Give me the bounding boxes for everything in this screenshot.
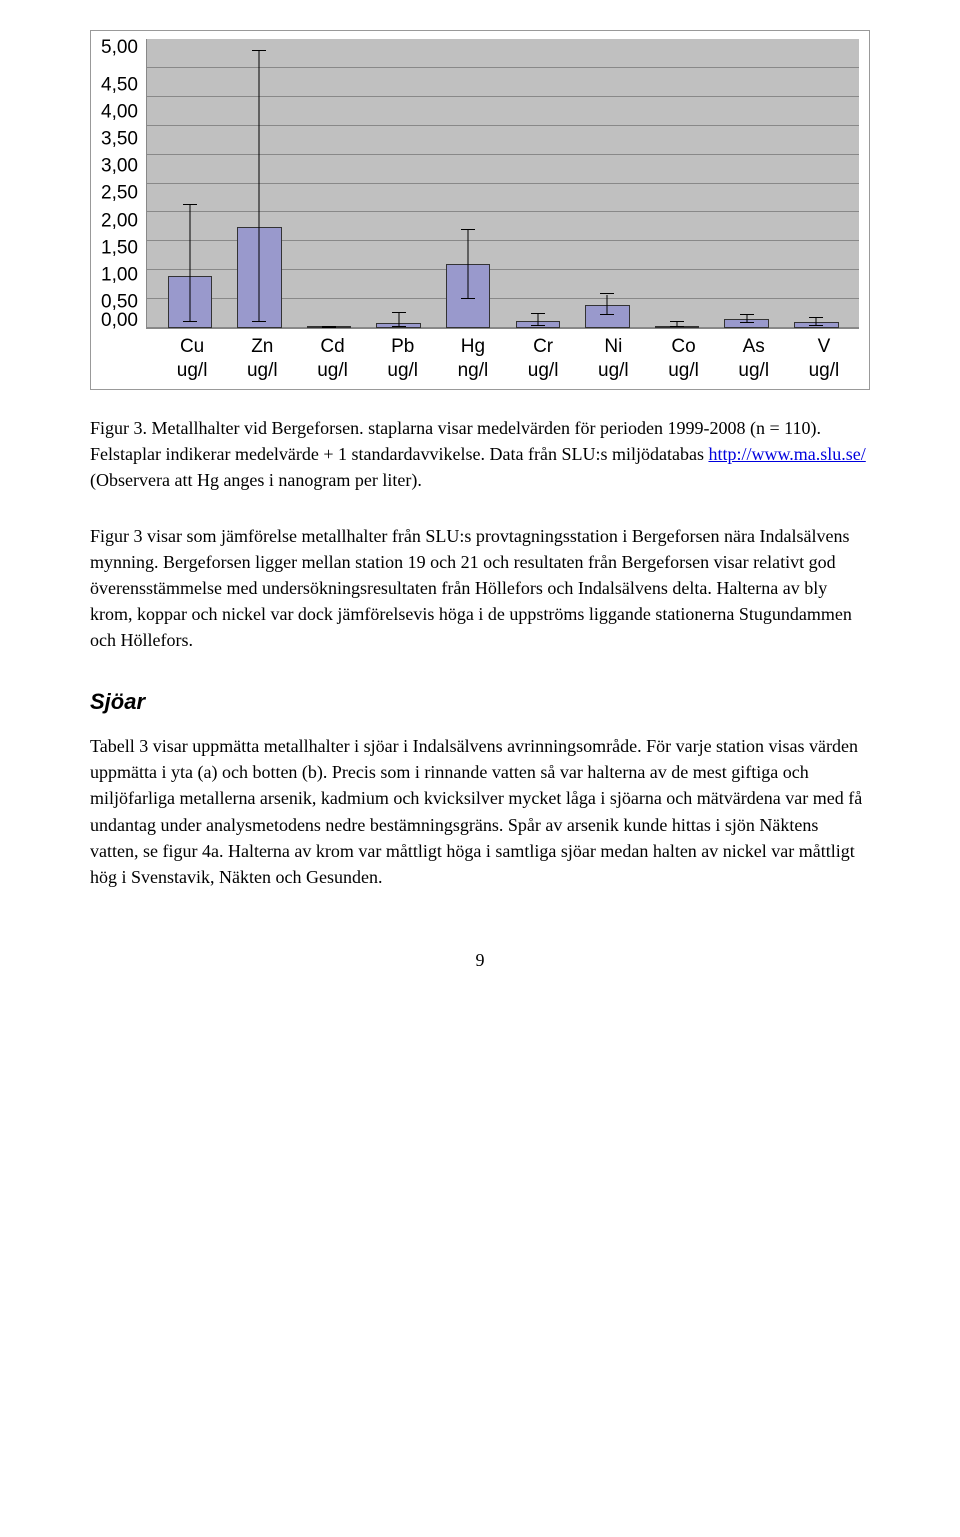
x-label: Vug/l: [789, 335, 859, 383]
bar-slot: [642, 39, 712, 328]
error-bar: [468, 230, 469, 299]
y-axis: 5,00 4,50 4,00 3,50 3,00 2,50 2,00 1,50 1,00 0,50…: [101, 39, 146, 329]
bar-slot: [712, 39, 782, 328]
x-label: Znug/l: [227, 335, 297, 383]
x-label: Cuug/l: [157, 335, 227, 383]
error-bar: [259, 51, 260, 323]
error-bar: [398, 313, 399, 327]
y-tick: 0,00: [101, 311, 138, 330]
page-number: 9: [90, 950, 870, 971]
slu-link[interactable]: http://www.ma.slu.se/: [708, 444, 865, 464]
y-tick: 3,00: [101, 157, 138, 176]
error-bar: [189, 205, 190, 322]
y-tick: 1,50: [101, 238, 138, 257]
bar-slot: [573, 39, 643, 328]
plot-area: [146, 39, 859, 329]
x-label: Hgng/l: [438, 335, 508, 383]
x-label: Asug/l: [719, 335, 789, 383]
comparison-paragraph: Figur 3 visar som jämförelse metallhalte…: [90, 523, 870, 653]
y-tick: 5,00: [101, 38, 138, 57]
bar-slot: [155, 39, 225, 328]
x-label: Pbug/l: [368, 335, 438, 383]
x-label: Crug/l: [508, 335, 578, 383]
x-axis: Cuug/lZnug/lCdug/lPbug/lHgng/lCrug/lNiug…: [101, 335, 859, 383]
bar-slot: [225, 39, 295, 328]
x-label: Coug/l: [648, 335, 718, 383]
bar-slot: [781, 39, 851, 328]
bar-slot: [364, 39, 434, 328]
figure-caption: Figur 3. Metallhalter vid Bergeforsen. s…: [90, 415, 870, 493]
x-label: Niug/l: [578, 335, 648, 383]
bar-slot: [294, 39, 364, 328]
bar-slot: [433, 39, 503, 328]
y-tick: 2,00: [101, 211, 138, 230]
y-tick: 4,50: [101, 76, 138, 95]
y-tick: 4,00: [101, 103, 138, 122]
lakes-paragraph: Tabell 3 visar uppmätta metallhalter i s…: [90, 733, 870, 890]
y-tick: 3,50: [101, 130, 138, 149]
y-tick: 1,00: [101, 265, 138, 284]
y-tick: 0,50: [101, 292, 138, 311]
metal-chart: 5,00 4,50 4,00 3,50 3,00 2,50 2,00 1,50 1,00 0,50…: [90, 30, 870, 390]
error-bar: [607, 295, 608, 316]
bar-slot: [503, 39, 573, 328]
caption-text-post: (Observera att Hg anges i nanogram per l…: [90, 470, 422, 490]
section-heading-sjoar: Sjöar: [90, 689, 870, 715]
x-label: Cdug/l: [297, 335, 367, 383]
y-tick: 2,50: [101, 184, 138, 203]
